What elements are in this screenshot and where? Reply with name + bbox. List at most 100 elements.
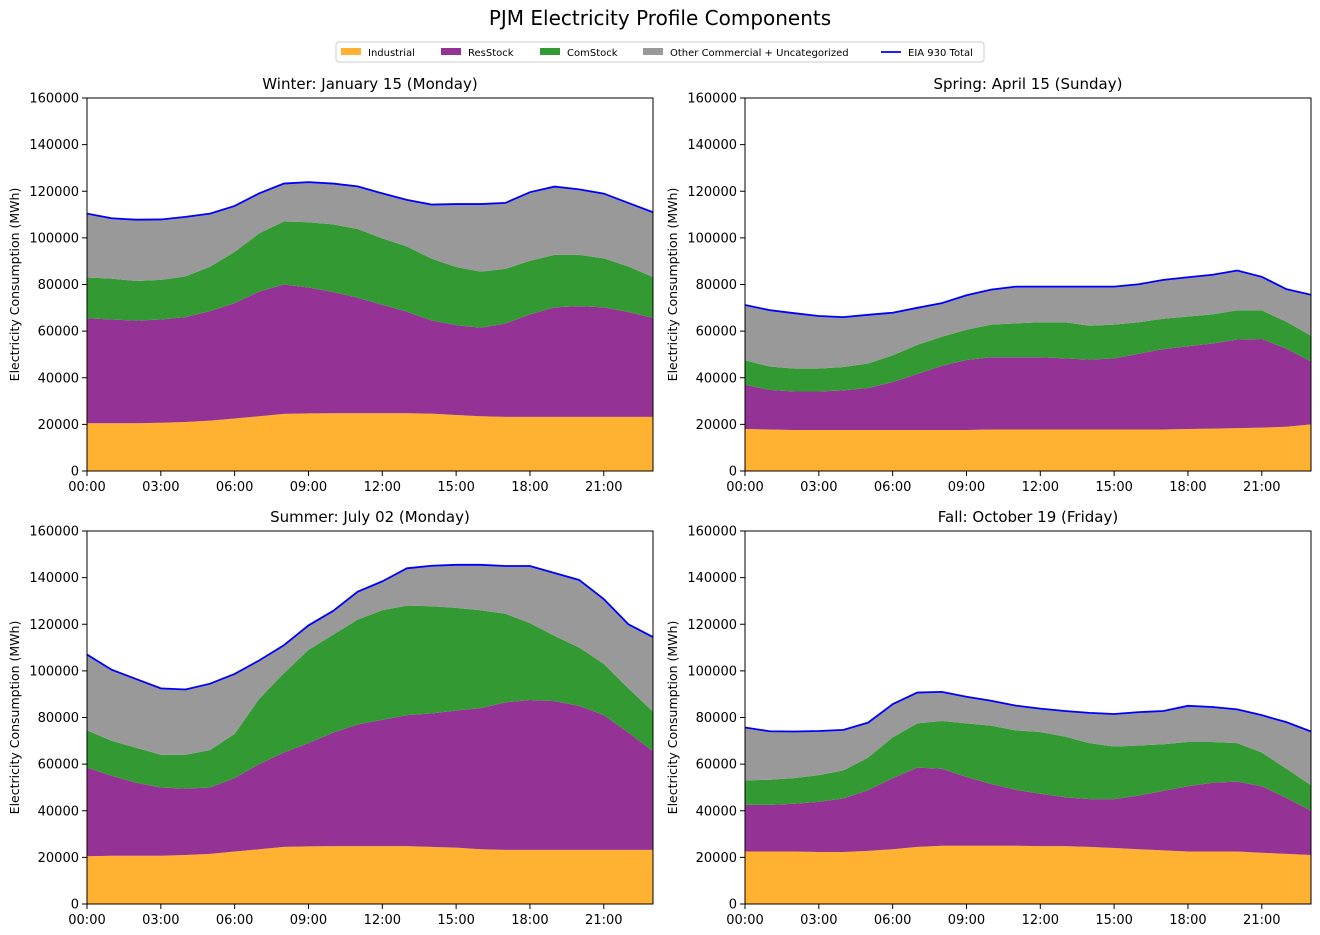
total-line (87, 181, 653, 221)
y-tick-label: 100000 (29, 231, 79, 246)
y-tick-label: 60000 (38, 758, 79, 773)
y-tick-label: 40000 (38, 371, 79, 386)
legend-item: ResStock (441, 48, 514, 59)
y-tick-label: 100000 (29, 664, 79, 679)
x-tick-label: 09:00 (290, 480, 327, 495)
legend-item: ComStock (540, 48, 618, 59)
x-tick-label: 18:00 (1169, 913, 1206, 928)
y-tick-label: 100000 (687, 231, 737, 246)
panel-title: Spring: April 15 (Sunday) (934, 75, 1123, 93)
legend-swatch (540, 48, 560, 55)
legend-label: ComStock (567, 48, 618, 59)
legend-item: Industrial (341, 48, 415, 59)
chart-panel: 0 20000 40000 60000 80000 100000 120000 140000 1… (665, 508, 1312, 928)
y-axis-label: Electricity Consumption (MWh) (665, 621, 680, 815)
y-tick-label: 140000 (687, 138, 737, 153)
y-tick-label: 20000 (696, 851, 737, 866)
y-axis-label: Electricity Consumption (MWh) (7, 621, 22, 815)
x-tick-label: 00:00 (726, 913, 763, 928)
stacked-areas (87, 182, 653, 471)
y-tick-label: 160000 (687, 525, 737, 540)
x-tick-label: 09:00 (948, 913, 985, 928)
chart-panel: 0 20000 40000 60000 80000 100000 120000 140000 1… (7, 508, 654, 928)
x-tick-label: 12:00 (364, 913, 401, 928)
y-tick-label: 0 (71, 898, 79, 913)
legend-label: Other Commercial + Uncategorized (670, 48, 849, 59)
legend-swatch (441, 48, 461, 55)
x-tick-label: 06:00 (216, 913, 253, 928)
x-tick-label: 09:00 (290, 913, 327, 928)
y-tick-label: 80000 (38, 711, 79, 726)
y-axis-label: Electricity Consumption (MWh) (665, 188, 680, 382)
x-tick-label: 18:00 (511, 480, 548, 495)
y-axis-label: Electricity Consumption (MWh) (7, 188, 22, 382)
x-tick-label: 12:00 (1022, 913, 1059, 928)
y-tick-label: 140000 (29, 138, 79, 153)
x-tick-label: 06:00 (874, 913, 911, 928)
legend-swatch (341, 48, 361, 55)
area-series (87, 221, 653, 328)
area-series (745, 310, 1311, 392)
y-tick-label: 60000 (696, 758, 737, 773)
y-tick-label: 100000 (687, 664, 737, 679)
y-tick-label: 20000 (38, 851, 79, 866)
x-tick-label: 03:00 (800, 913, 837, 928)
x-tick-label: 03:00 (800, 480, 837, 495)
x-tick-label: 15:00 (1095, 913, 1132, 928)
x-tick-label: 15:00 (437, 913, 474, 928)
y-tick-label: 20000 (38, 418, 79, 433)
x-tick-label: 03:00 (142, 913, 179, 928)
area-series (87, 413, 653, 471)
x-tick-label: 15:00 (437, 480, 474, 495)
chart-panel: 0 20000 40000 60000 80000 100000 120000 140000 1… (665, 75, 1312, 495)
x-tick-label: 06:00 (216, 480, 253, 495)
area-series (87, 284, 653, 424)
y-tick-label: 120000 (687, 185, 737, 200)
panel-title: Fall: October 19 (Friday) (938, 508, 1118, 526)
x-tick-label: 15:00 (1095, 480, 1132, 495)
y-tick-label: 60000 (696, 325, 737, 340)
legend-label: ResStock (468, 48, 514, 59)
area-series (87, 846, 653, 904)
y-tick-label: 80000 (696, 711, 737, 726)
x-tick-label: 21:00 (585, 480, 622, 495)
y-tick-label: 120000 (29, 618, 79, 633)
total-line (745, 269, 1311, 319)
x-tick-label: 09:00 (948, 480, 985, 495)
legend-label: EIA 930 Total (908, 48, 973, 59)
x-tick-label: 21:00 (585, 913, 622, 928)
x-tick-label: 00:00 (68, 913, 105, 928)
legend-item: EIA 930 Total (881, 48, 973, 59)
x-tick-label: 18:00 (1169, 480, 1206, 495)
y-tick-label: 160000 (29, 525, 79, 540)
y-tick-label: 20000 (696, 418, 737, 433)
x-tick-label: 06:00 (874, 480, 911, 495)
stacked-areas (745, 270, 1311, 471)
panel-title: Summer: July 02 (Monday) (270, 508, 470, 526)
y-tick-label: 0 (71, 465, 79, 480)
y-tick-label: 60000 (38, 325, 79, 340)
area-series (745, 721, 1311, 811)
total-line (87, 563, 653, 691)
stacked-areas (745, 691, 1311, 904)
chart-panel: 0 20000 40000 60000 80000 100000 120000 140000 1… (7, 75, 654, 495)
area-series (745, 339, 1311, 430)
x-tick-label: 18:00 (511, 913, 548, 928)
x-tick-label: 21:00 (1243, 480, 1280, 495)
y-tick-label: 120000 (687, 618, 737, 633)
legend-item: Other Commercial + Uncategorized (643, 48, 849, 59)
stacked-areas (87, 564, 653, 904)
legend-label: Industrial (368, 48, 415, 59)
y-tick-label: 160000 (29, 92, 79, 107)
y-tick-label: 40000 (38, 804, 79, 819)
y-tick-label: 140000 (29, 571, 79, 586)
x-tick-label: 21:00 (1243, 913, 1280, 928)
x-tick-label: 12:00 (1022, 480, 1059, 495)
y-tick-label: 140000 (687, 571, 737, 586)
figure-title: PJM Electricity Profile Components (489, 6, 831, 30)
area-series (87, 700, 653, 857)
y-tick-label: 0 (729, 898, 737, 913)
area-series (87, 564, 653, 755)
